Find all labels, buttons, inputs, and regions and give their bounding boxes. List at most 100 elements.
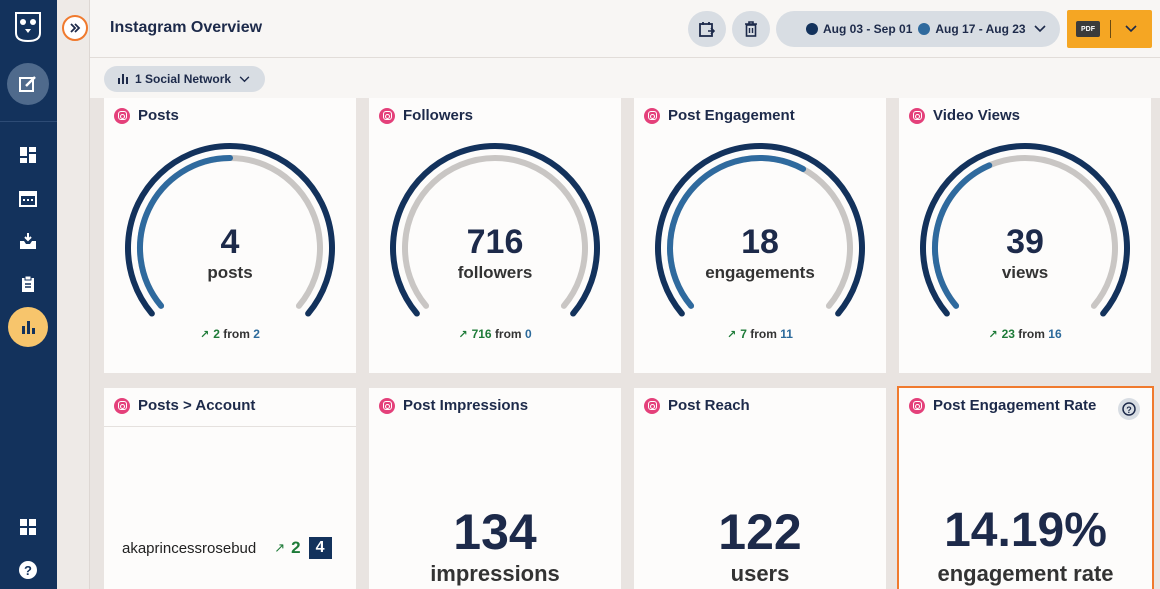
header: Instagram Overview Aug 03 - Sep 01 Aug 1… [90,0,1160,58]
nav-analytics[interactable] [8,307,48,347]
gauge-chart [920,143,1130,317]
card-title: Post Impressions [379,397,528,414]
card-title-text: Posts [138,107,179,124]
metric-change: ↗ 7 from 11 [634,327,886,341]
compose-icon [19,76,36,92]
instagram-icon [644,107,660,124]
instagram-icon [379,107,395,124]
filter-bar: 1 Social Network [90,58,1160,98]
card-title-text: Posts > Account [138,397,256,414]
gauge-outer-arc [920,143,1130,317]
nav-divider [0,121,57,122]
change-value: 7 [740,327,747,341]
expand-button[interactable] [62,15,88,41]
metric-unit: impressions [430,561,560,586]
compare-range-dot [918,23,931,35]
owl-logo-icon[interactable] [14,11,42,43]
dashboard-icon [20,147,36,163]
nav-planner[interactable] [8,178,48,218]
instagram-icon [644,397,660,414]
from-label: from [1018,327,1045,341]
metric-value: 14.19% [944,504,1107,557]
gauge-outer-arc [125,143,335,317]
nav-dashboard[interactable] [8,135,48,175]
gauge-outer-arc [655,143,865,317]
metric-card-posts: Posts 4 posts ↗ 2 from 2 [104,98,356,373]
trend-up-icon: ↗ [200,329,210,341]
card-title: Video Views [909,107,1020,124]
inbox-icon [20,233,36,249]
change-value: 716 [471,327,492,341]
apps-icon [20,519,36,535]
previous-value: 0 [524,327,532,341]
export-pdf-button[interactable]: PDF [1067,10,1152,48]
metric-unit: users [730,561,790,586]
pdf-separator [1110,20,1111,38]
metric-card-post-engagement: Post Engagement 18 engagements ↗ 7 from 1… [634,98,886,373]
help-icon: ? [19,561,37,579]
left-nav: ? [0,0,57,589]
post-impressions-card: Post Impressions 134 impressions [369,388,621,589]
metric-card-followers: Followers 716 followers ↗ 716 from 0 [369,98,621,373]
post-reach-card: Post Reach 122 users [634,388,886,589]
social-network-filter[interactable]: 1 Social Network [104,66,265,92]
card-title-text: Followers [403,107,474,124]
card-title-text: Post Reach [668,397,750,414]
metric-value: 4 [220,223,240,261]
question-icon[interactable]: ? [1118,398,1140,420]
metric-value: 18 [741,223,779,261]
metric-change: ↗ 716 from 0 [369,327,621,341]
analytics-icon [22,321,35,334]
gauge-chart [390,143,600,317]
card-title: Post Reach [644,397,750,414]
svg-text:?: ? [24,563,32,578]
card-title: Posts > Account [114,397,255,414]
instagram-icon [114,397,130,414]
nav-inbox[interactable] [8,221,48,261]
schedule-icon [699,22,715,37]
chevron-down-icon[interactable] [1125,25,1137,33]
metric-card-video-views: Video Views 39 views ↗ 23 from 16 [899,98,1151,373]
gauge-chart [655,143,865,317]
metric-value: 39 [1006,223,1044,261]
divider [104,426,356,427]
metric-change: ↗ 23 from 16 [899,327,1151,341]
page-title: Instagram Overview [110,19,263,36]
nav-apps[interactable] [8,507,48,547]
compare-date-range: Aug 17 - Aug 23 [935,22,1026,36]
card-title: Post Engagement Rate [909,397,1096,414]
trash-icon [745,21,757,37]
instagram-icon [379,397,395,414]
account-row: akaprincessrosebud ↗ 2 4 [122,537,332,559]
card-title-text: Video Views [933,107,1020,124]
date-range-selector[interactable]: Aug 03 - Sep 01 Aug 17 - Aug 23 [776,11,1060,47]
gauge-inner-arc [932,162,993,309]
chevron-down-icon [239,75,250,82]
chevron-down-icon [1034,25,1046,33]
account-name: akaprincessrosebud [122,539,257,557]
metric-value: 716 [466,223,524,261]
post-engagement-rate-card[interactable]: Post Engagement Rate ? 14.19% engagement… [897,386,1154,589]
svg-text:?: ? [1126,405,1132,415]
nav-help[interactable]: ? [8,550,48,589]
expand-icon [70,23,81,33]
account-change: 2 [291,538,301,557]
social-network-filter-label: 1 Social Network [135,72,232,86]
account-current: 4 [308,537,332,559]
metric-value: 122 [718,504,802,560]
trend-up-icon: ↗ [274,540,286,555]
trend-up-icon: ↗ [988,329,998,341]
schedule-report-button[interactable] [688,11,726,47]
gauge-inner-track [402,154,588,309]
from-label: from [223,327,250,341]
delete-button[interactable] [732,11,770,47]
pdf-badge: PDF [1076,21,1100,37]
compose-button[interactable] [7,63,49,105]
change-value: 2 [213,327,220,341]
gauge-outer-arc [390,143,600,317]
from-label: from [494,327,522,341]
gauge-inner-arc [137,155,233,309]
nav-assignments[interactable] [8,264,48,304]
posts-account-card: Posts > Account akaprincessrosebud ↗ 2 4 [104,388,356,589]
primary-date-range: Aug 03 - Sep 01 [823,22,913,36]
